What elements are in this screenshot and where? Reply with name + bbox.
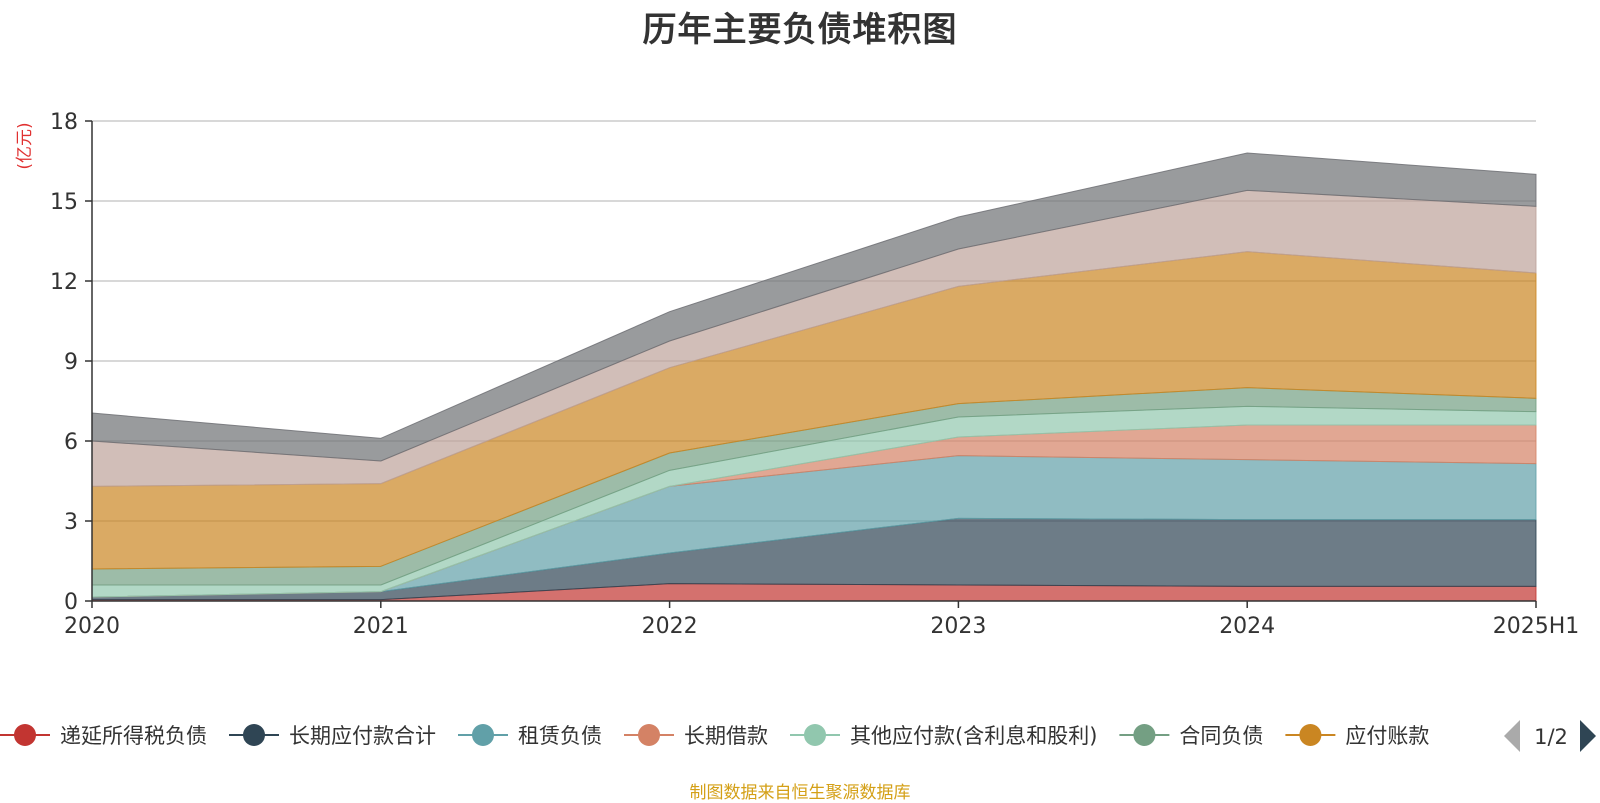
legend-label: 递延所得税负债	[60, 724, 207, 748]
y-tick-label: 12	[50, 270, 78, 295]
legend-item[interactable]: 租赁负债	[458, 724, 602, 748]
y-tick-label: 15	[50, 190, 78, 215]
legend-marker-icon	[1299, 724, 1322, 746]
legend-marker-icon	[804, 724, 826, 746]
data-source-note: 制图数据来自恒生聚源数据库	[689, 783, 911, 803]
legend-marker-icon	[243, 724, 265, 746]
legend-label: 长期借款	[684, 724, 768, 748]
legend-item[interactable]: 其他应付款(含利息和股利)	[790, 724, 1097, 748]
legend-item[interactable]: 递延所得税负债	[0, 724, 207, 748]
legend-marker-icon	[14, 724, 36, 746]
x-tick-label: 2021	[353, 614, 409, 639]
x-tick-label: 2023	[930, 614, 986, 639]
x-tick-label: 2024	[1219, 614, 1275, 639]
legend-next-icon[interactable]	[1580, 720, 1596, 752]
y-tick-label: 9	[64, 350, 78, 375]
chart-title: 历年主要负债堆积图	[642, 10, 958, 50]
legend-label: 长期应付款合计	[289, 724, 436, 748]
legend-prev-icon[interactable]	[1504, 720, 1520, 752]
legend-item[interactable]: 合同负债	[1119, 724, 1263, 748]
legend: 递延所得税负债 长期应付款合计 租赁负债 长期借款 其他应付款(含利息和股利) 合同负债 应…	[0, 724, 1429, 748]
legend-marker-icon	[638, 724, 660, 746]
axes: 0 3 6 9 12 15 18 2020 2021 2022 2023 2024 2025H1	[50, 110, 1579, 639]
y-tick-label: 18	[50, 110, 78, 135]
legend-page-indicator: 1/2	[1534, 725, 1568, 749]
y-axis-unit-label: (亿元)	[15, 122, 35, 169]
area-series-layer	[91, 152, 1537, 602]
legend-item[interactable]: 长期借款	[624, 724, 768, 748]
legend-marker-icon	[1133, 724, 1156, 746]
legend-marker-icon	[472, 724, 494, 746]
x-tick-label: 2022	[642, 614, 698, 639]
legend-label: 应付账款	[1345, 724, 1429, 748]
x-tick-label: 2020	[64, 614, 120, 639]
y-tick-label: 0	[64, 590, 78, 615]
legend-label: 合同负债	[1179, 724, 1263, 748]
y-tick-label: 3	[64, 510, 78, 535]
legend-item[interactable]: 长期应付款合计	[229, 724, 436, 748]
area-series-8	[91, 152, 1537, 462]
legend-pager: 1/2	[1504, 720, 1596, 752]
x-tick-label: 2025H1	[1493, 614, 1580, 639]
legend-label: 其他应付款(含利息和股利)	[850, 724, 1097, 748]
y-tick-label: 6	[64, 430, 78, 455]
legend-label: 租赁负债	[518, 724, 602, 748]
legend-item[interactable]: 应付账款	[1285, 724, 1429, 748]
